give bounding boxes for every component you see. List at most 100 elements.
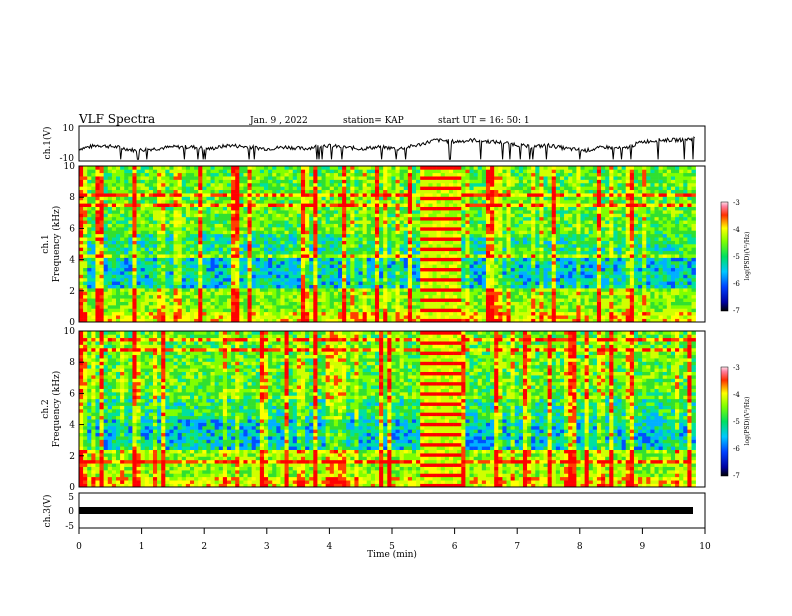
spectrogram-cell [87, 295, 91, 299]
spectrogram-cell [375, 271, 379, 275]
spectrogram-cell [412, 261, 416, 265]
spectrogram-cell [231, 186, 235, 190]
spectrogram-cell [268, 190, 272, 194]
spectrogram-cell [248, 197, 252, 201]
spectrogram-cell [223, 258, 227, 262]
spectrogram-cell [305, 295, 309, 299]
spectrogram-cell [494, 183, 498, 187]
spectrogram-cell [268, 207, 272, 211]
spectrogram-cell [478, 254, 482, 258]
spectrogram-cell [194, 220, 198, 224]
spectrogram-cell [248, 247, 252, 251]
spectrogram-cell [387, 230, 391, 234]
spectrogram-cell [211, 244, 215, 248]
spectrogram-cell [293, 291, 297, 295]
spectrogram-cell [252, 285, 256, 289]
spectrogram-cell [507, 264, 511, 268]
spectrogram-cell [141, 227, 145, 231]
spectrogram-cell [363, 190, 367, 194]
spectrogram-cell [507, 230, 511, 234]
spectrogram-cell [231, 251, 235, 255]
spectrogram-cell [515, 254, 519, 258]
spectrogram-cell [120, 227, 124, 231]
spectrogram-cell [507, 213, 511, 217]
spectrogram-cell [317, 173, 321, 177]
spectrogram-cell [433, 207, 437, 211]
spectrogram-cell [297, 169, 301, 173]
spectrogram-cell [359, 244, 363, 248]
spectrogram-cell [322, 285, 326, 289]
spectrogram-cell [145, 227, 149, 231]
spectrogram-cell [350, 237, 354, 241]
spectrogram-cell [391, 190, 395, 194]
spectrogram-cell [367, 203, 371, 207]
spectrogram-cell [198, 183, 202, 187]
spectrogram-cell [293, 186, 297, 190]
spectrogram-cell [359, 241, 363, 245]
spectrogram-cell [317, 193, 321, 197]
spectrogram-cell [445, 247, 449, 251]
spectrogram-cell [461, 308, 465, 312]
spectrogram-cell [149, 200, 153, 204]
spectrogram-cell [494, 251, 498, 255]
spectrogram-cell [379, 193, 383, 197]
spectrogram-cell [194, 230, 198, 234]
spectrogram-cell [498, 197, 502, 201]
spectrogram-cell [396, 186, 400, 190]
spectrogram-cell [293, 203, 297, 207]
spectrogram-cell [445, 169, 449, 173]
spectrogram-cell [108, 217, 112, 221]
spectrogram-cell [428, 166, 432, 170]
spectrogram-cell [375, 308, 379, 312]
spectrogram-cell [182, 258, 186, 262]
spectrogram-cell [470, 227, 474, 231]
spectrogram-cell [161, 173, 165, 177]
spectrogram-cell [260, 237, 264, 241]
spectrogram-cell [363, 176, 367, 180]
spectrogram-cell [305, 264, 309, 268]
spectrogram-cell [420, 298, 424, 302]
spectrogram-cell [363, 180, 367, 184]
spectrogram-cell [441, 315, 445, 319]
spectrogram-cell [95, 217, 99, 221]
spectrogram-cell [391, 180, 395, 184]
spectrogram-cell [223, 264, 227, 268]
spectrogram-cell [342, 169, 346, 173]
spectrogram-cell [297, 254, 301, 258]
spectrogram-cell [161, 207, 165, 211]
spectrogram-cell [416, 173, 420, 177]
spectrogram-cell [445, 183, 449, 187]
spectrogram-cell [313, 193, 317, 197]
spectrogram-cell [470, 207, 474, 211]
spectrogram-cell [416, 180, 420, 184]
spectrogram-cell [137, 261, 141, 265]
spectrogram-cell [202, 207, 206, 211]
spectrogram-cell [470, 173, 474, 177]
spectrogram-cell [223, 237, 227, 241]
spectrogram-cell [112, 288, 116, 292]
spectrogram-cell [301, 298, 305, 302]
spectrogram-cell [297, 200, 301, 204]
spectrogram-cell [396, 207, 400, 211]
spectrogram-cell [437, 180, 441, 184]
spectrogram-cell [149, 169, 153, 173]
spectrogram-cell [124, 207, 128, 211]
spectrogram-cell [424, 237, 428, 241]
spectrogram-cell [276, 315, 280, 319]
spectrogram-cell [252, 197, 256, 201]
spectrogram-cell [465, 234, 469, 238]
spectrogram-cell [83, 213, 87, 217]
spectrogram-cell [276, 264, 280, 268]
spectrogram-cell [194, 308, 198, 312]
spectrogram-cell [276, 308, 280, 312]
spectrogram-cell [104, 251, 108, 255]
spectrogram-cell [441, 210, 445, 214]
spectrogram-cell [359, 200, 363, 204]
spectrogram-cell [280, 193, 284, 197]
spectrogram-cell [416, 207, 420, 211]
spectrogram-cell [153, 251, 157, 255]
spectrogram-cell [149, 251, 153, 255]
spectrogram-cell [190, 166, 194, 170]
spectrogram-cell [470, 217, 474, 221]
spectrogram-cell [272, 213, 276, 217]
